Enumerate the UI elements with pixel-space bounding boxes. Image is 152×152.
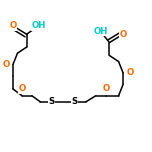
Text: S: S: [48, 97, 55, 106]
Text: O: O: [126, 68, 134, 78]
Text: O: O: [2, 60, 10, 69]
Text: O: O: [119, 30, 127, 39]
Text: S: S: [71, 97, 78, 106]
Text: O: O: [18, 84, 26, 93]
Text: OH: OH: [32, 21, 46, 30]
Text: O: O: [103, 84, 110, 93]
Text: O: O: [9, 21, 17, 30]
Text: OH: OH: [93, 27, 107, 36]
